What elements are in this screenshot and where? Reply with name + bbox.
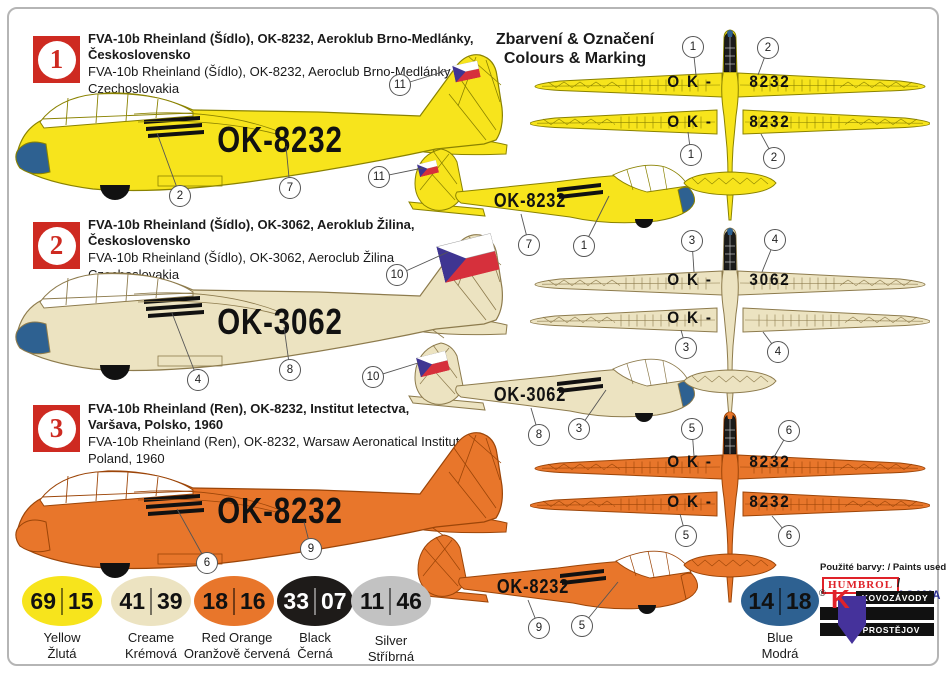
paints-used-label: Použité barvy: / Paints used:: [820, 562, 946, 573]
scheme-1-wing-reg-bottom-left: O K -: [667, 112, 713, 131]
paint-chip-cream: 41 39: [111, 576, 191, 626]
paint-chip-blue: 14 18: [741, 576, 819, 626]
sheet-title: Zbarvení & Označení Colours & Marking: [475, 30, 675, 68]
scheme-2-wing-reg-top-right: 3062: [749, 270, 791, 289]
paint-code: 07: [314, 587, 352, 615]
scheme-2-title-cs-line1: FVA-10b Rheinland (Šídlo), OK-3062, Aero…: [88, 217, 415, 232]
scheme-3-wing-reg-top-left: O K -: [667, 452, 713, 471]
scheme-1-wing-reg-top-right: 8232: [749, 72, 791, 91]
paint-chip-black: 33 07: [277, 576, 353, 626]
paint-code: 33: [283, 587, 309, 614]
scheme-1-title-en-line1: FVA-10b Rheinland (Šídlo), OK-8232, Aero…: [88, 64, 451, 79]
scheme-2-wing-reg-top-left: O K -: [667, 270, 713, 289]
scheme-3-wing-reg-bottom-right: 8232: [749, 492, 791, 511]
paint-code: 15: [61, 587, 99, 615]
scheme-2-title-en-line1: FVA-10b Rheinland (Šídlo), OK-3062, Aero…: [88, 250, 395, 265]
scheme-3-badge: 3: [33, 405, 80, 452]
paint-code: 16: [233, 587, 271, 615]
scheme-3-title-en-line1: FVA-10b Rheinland (Ren), OK-8232, Warsaw…: [88, 434, 471, 449]
scheme-2-registration-large: OK-3062: [217, 301, 343, 342]
scheme-1-registration-large: OK-8232: [217, 119, 343, 160]
kovozavody-bar-top: KOVOZÁVODY: [856, 591, 934, 604]
scheme-2-wing-reg-bottom-left: O K -: [667, 308, 713, 327]
registered-trademark-icon: ®: [819, 588, 826, 598]
paint-label-cream: Creame Krémová: [124, 630, 178, 661]
scheme-1-title-cs-line2: Československo: [88, 47, 191, 62]
paint-code: 39: [150, 587, 188, 615]
kovozavody-bar-bottom: PROSTĚJOV: [820, 623, 934, 636]
scheme-1-title-cs-line1: FVA-10b Rheinland (Šídlo), OK-8232, Aero…: [88, 31, 474, 46]
paint-code: 18: [202, 587, 228, 614]
paint-chip-yellow: 69 15: [22, 576, 102, 626]
scheme-1-badge: 1: [33, 36, 80, 83]
paint-chip-silver: 11 46: [351, 576, 431, 626]
scheme-2-title-cs-line2: Československo: [88, 233, 191, 248]
scheme-2-badge: 2: [33, 222, 80, 269]
slash: /: [897, 578, 901, 590]
scheme-3-title-en-line2: Poland, 1960: [88, 451, 165, 466]
scheme-3-number: 3: [37, 409, 76, 448]
paint-code: 41: [119, 587, 145, 614]
sheet-title-cs: Zbarvení & Označení: [495, 31, 655, 48]
scheme-2-registration-small: OK-3062: [493, 384, 567, 406]
paint-label-red-orange: Red Orange Oranžově červená: [183, 630, 291, 661]
scheme-3-registration-small: OK-8232: [496, 576, 570, 598]
scheme-1-registration-small: OK-8232: [493, 190, 567, 212]
scheme-1-wing-reg-bottom-right: 8232: [749, 112, 791, 131]
scheme-3-wing-reg-top-right: 8232: [749, 452, 791, 471]
paint-code: 18: [779, 587, 817, 615]
scheme-3-title-cs-line1: FVA-10b Rheinland (Ren), OK-8232, Instit…: [88, 401, 410, 416]
scheme-1-title-en-line2: Czechoslovakia: [88, 81, 180, 96]
scheme-3-registration-large: OK-8232: [217, 490, 343, 531]
paint-label-black: Black Černá: [297, 630, 333, 661]
kovozavody-k-icon: K: [831, 584, 850, 614]
scheme-2-number: 2: [37, 226, 76, 265]
paint-chip-red-orange: 18 16: [194, 576, 274, 626]
scheme-3-title-cs-line2: Varšava, Polsko, 1960: [88, 417, 224, 432]
paint-code: 46: [389, 587, 427, 615]
scheme-1-wing-reg-top-left: O K -: [667, 72, 713, 91]
paint-code: 69: [30, 587, 56, 614]
paint-label-blue: Blue Modrá: [761, 630, 799, 661]
sheet-title-en: Colours & Marking: [503, 50, 647, 67]
paint-label-yellow: Yellow Žlutá: [43, 630, 81, 661]
paint-code: 14: [748, 587, 774, 614]
paint-code: 11: [360, 587, 385, 614]
scheme-1-number: 1: [37, 40, 76, 79]
scheme-3-wing-reg-bottom-left: O K -: [667, 492, 713, 511]
paint-label-silver: Silver Stříbrná: [367, 633, 415, 664]
